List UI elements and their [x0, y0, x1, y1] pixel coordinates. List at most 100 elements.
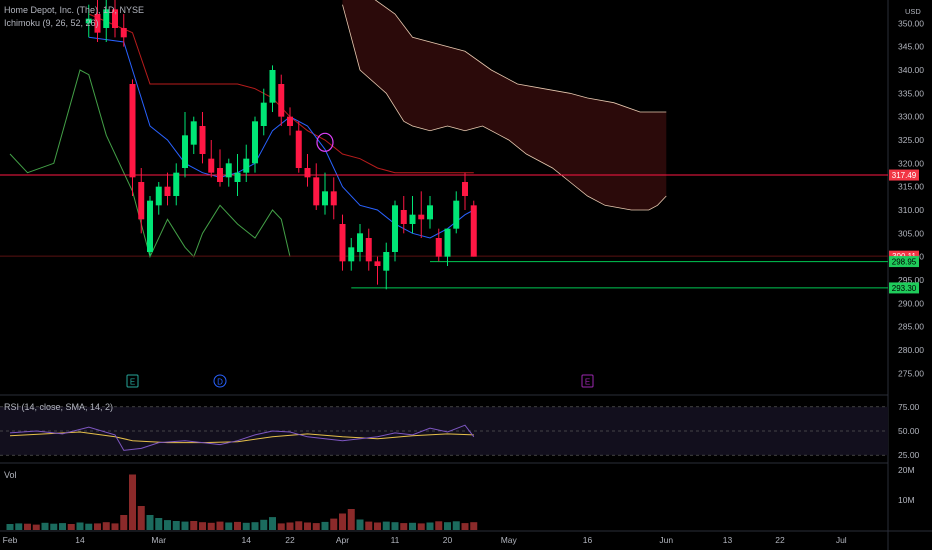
- rsi-tick-label: 50.00: [898, 426, 920, 436]
- dividend-marker: [213, 374, 227, 388]
- volume-bar: [102, 522, 110, 530]
- rsi-label[interactable]: RSI (14, close, SMA, 14, 2): [4, 402, 114, 412]
- volume-bar: [50, 523, 58, 530]
- earnings-marker: [581, 374, 594, 388]
- candle-body: [208, 158, 215, 173]
- cloud-upper-span: [374, 0, 667, 113]
- time-tick-label: May: [501, 535, 518, 545]
- candle-body: [339, 224, 346, 262]
- candle-body: [164, 186, 171, 196]
- volume-bar: [234, 521, 241, 530]
- price-tick-label: 305.00: [898, 228, 924, 238]
- price-tick-label: 315.00: [898, 182, 924, 192]
- volume-bar: [295, 521, 303, 530]
- price-tag-bg: [889, 282, 919, 294]
- event-marker-letter: E: [130, 378, 135, 387]
- candle-body: [138, 182, 145, 220]
- volume-bar: [76, 522, 84, 530]
- candle-body: [409, 214, 416, 224]
- time-tick-label: 20: [443, 535, 453, 545]
- candle-body: [348, 247, 355, 262]
- time-tick-label: 14: [75, 535, 85, 545]
- price-tag-label: 298.95: [892, 258, 917, 267]
- candle-body: [278, 84, 285, 117]
- volume-bar: [269, 517, 276, 530]
- volume-bar: [164, 520, 171, 530]
- candle-body: [365, 238, 372, 262]
- volume-bar: [94, 523, 101, 530]
- rsi-tick-label: 75.00: [898, 402, 920, 412]
- volume-bar: [190, 521, 198, 530]
- candle-body: [120, 28, 127, 38]
- time-tick-label: Feb: [3, 535, 18, 545]
- candle-body: [295, 130, 302, 168]
- candle-body: [147, 200, 153, 252]
- ichimoku-cloud: [342, 0, 667, 210]
- price-tick-label: 280.00: [898, 345, 924, 355]
- candle-body: [234, 172, 241, 182]
- price-tick-label: 285.00: [898, 322, 924, 332]
- ichimoku-label[interactable]: Ichimoku (9, 26, 52, 26): [4, 18, 99, 28]
- candle-body: [269, 70, 276, 103]
- volume-bar: [382, 521, 390, 530]
- volume-bar: [225, 522, 233, 530]
- candle-body: [322, 191, 328, 206]
- volume-bar: [32, 524, 40, 530]
- price-tick-label: 350.00: [898, 18, 924, 28]
- candle-body: [225, 163, 232, 178]
- price-tick-label: 275.00: [898, 368, 924, 378]
- lagging-span-line: [9, 69, 291, 259]
- volume-bar: [137, 506, 145, 530]
- price-tick-label: 325.00: [898, 135, 924, 145]
- volume-tick-label: 10M: [898, 495, 915, 505]
- rsi-line: [9, 424, 475, 451]
- time-tick-label: 22: [285, 535, 295, 545]
- volume-bar: [339, 513, 346, 530]
- volume-bar: [417, 523, 425, 530]
- volume-bar: [155, 518, 163, 530]
- volume-bar: [330, 518, 338, 530]
- volume-bar: [6, 524, 14, 530]
- price-tick-label: 335.00: [898, 88, 924, 98]
- volume-bar: [67, 524, 75, 530]
- candle-body: [287, 116, 293, 126]
- candle-body: [374, 261, 381, 266]
- candle-body: [260, 102, 267, 126]
- time-tick-label: 14: [242, 535, 252, 545]
- candle-body: [304, 168, 311, 178]
- volume-bar: [347, 509, 355, 530]
- volume-bar: [251, 522, 259, 530]
- volume-bar: [470, 522, 478, 530]
- volume-bar: [374, 522, 381, 530]
- volume-label[interactable]: Vol: [4, 470, 17, 480]
- candle-body: [243, 158, 250, 173]
- volume-bar: [24, 523, 31, 530]
- volume-bar: [207, 522, 215, 530]
- candle-body: [444, 228, 451, 257]
- candle-body: [462, 182, 468, 196]
- candle-body: [155, 186, 162, 206]
- volume-bar: [435, 521, 443, 530]
- kijun-line: [88, 13, 474, 174]
- volume-bar: [426, 522, 434, 530]
- symbol-title[interactable]: Home Depot, Inc. (The), 1D, NYSE: [4, 5, 145, 15]
- volume-bar: [85, 523, 93, 530]
- volume-bar: [286, 522, 294, 530]
- volume-bar: [111, 523, 119, 530]
- volume-bar: [120, 515, 128, 530]
- price-tick-label: 330.00: [898, 112, 924, 122]
- time-tick-label: Mar: [151, 535, 166, 545]
- volume-bar: [461, 523, 469, 530]
- candle-body: [85, 18, 92, 24]
- volume-bar: [181, 521, 189, 530]
- time-tick-label: Jun: [659, 535, 673, 545]
- volume-bar: [59, 523, 66, 530]
- candle-body: [103, 9, 110, 29]
- price-tick-label: 295.00: [898, 275, 924, 285]
- volume-bar: [365, 521, 373, 530]
- volume-bar: [312, 523, 320, 530]
- volume-bar: [146, 515, 154, 530]
- price-tag-bg: [889, 256, 919, 268]
- price-tick-label: 340.00: [898, 65, 924, 75]
